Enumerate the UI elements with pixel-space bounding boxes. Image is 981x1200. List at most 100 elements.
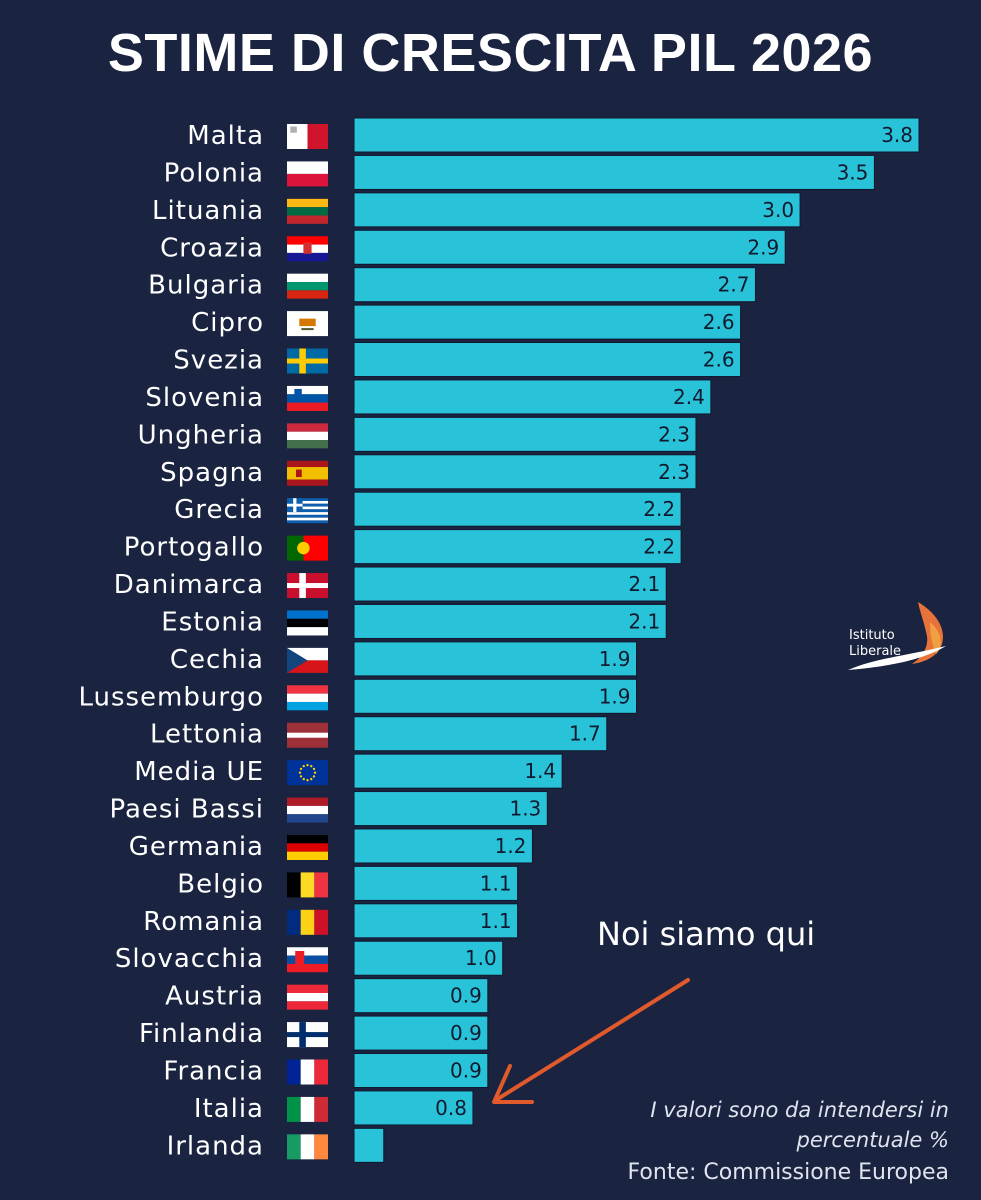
country-label: Lussemburgo [78,682,264,712]
portugal-flag [287,535,328,561]
luxembourg-flag [287,685,328,711]
bar [353,154,875,190]
footnote: I valori sono da intendersi in [650,1098,949,1122]
cyprus-flag [287,311,328,337]
value-label: 1.4 [524,759,556,783]
bar [353,379,712,415]
logo-text: Liberale [849,644,902,659]
france-flag [287,1059,328,1085]
value-label: 0.9 [450,1059,482,1083]
value-label: 3.8 [881,123,913,147]
value-label: 2.6 [703,348,735,372]
eu-flag [287,760,328,786]
bar [353,192,801,228]
country-label: Lettonia [150,720,264,750]
bar [353,678,637,714]
value-label: 2.4 [673,385,705,409]
country-label: Italia [194,1094,264,1124]
country-label: Malta [187,121,264,151]
bar [353,1090,474,1126]
value-label: 1.2 [495,834,527,858]
bar [353,267,756,303]
hungary-flag [287,423,328,449]
country-label: Estonia [161,607,264,637]
sweden-flag [287,348,328,374]
country-label: Lituania [152,196,264,226]
country-label: Croazia [160,233,264,263]
value-label: 2.1 [628,572,660,596]
phoenix-icon [848,602,946,670]
bar [353,229,786,265]
country-label: Grecia [174,495,264,525]
poland-flag [287,161,328,187]
logo-text: Istituto [849,628,895,643]
country-label: Paesi Bassi [109,795,264,825]
estonia-flag [287,610,328,636]
bar [353,978,489,1014]
bar [353,903,519,939]
romania-flag [287,909,328,935]
country-label: Bulgaria [148,271,264,301]
annotation-text: Noi siamo qui [597,915,816,953]
bar [353,716,608,752]
value-label: 1.9 [599,684,631,708]
country-label: Romania [143,907,264,937]
country-label: Irlanda [167,1131,264,1161]
country-label: Spagna [160,458,264,488]
bar [353,1053,489,1088]
latvia-flag [287,722,328,748]
bar [353,566,667,602]
denmark-flag [287,573,328,599]
country-label: Svezia [173,346,264,376]
bar [353,342,742,378]
malta-flag [287,124,328,149]
value-label: 2.3 [658,422,690,446]
country-label: Austria [165,982,264,1012]
bar [353,641,637,677]
bar [353,416,697,452]
value-label: 2.1 [628,609,660,633]
chart-title: STIME DI CRESCITA PIL 2026 [107,23,874,83]
slovenia-flag [287,385,328,411]
value-label: 0.9 [450,984,482,1008]
country-label: Ungheria [138,420,264,450]
value-label: 2.2 [643,535,675,559]
bar [353,1015,489,1051]
italy-flag [287,1096,328,1122]
country-label: Polonia [164,158,264,188]
footnote: percentuale % [796,1128,949,1152]
country-label: Germania [129,832,264,862]
belgium-flag [287,872,328,898]
value-label: 0.9 [450,1021,482,1045]
netherlands-flag [287,797,328,823]
value-label: 1.3 [509,797,541,821]
value-label: 1.0 [465,946,497,970]
bulgaria-flag [287,273,328,299]
value-label: 2.9 [747,235,779,259]
czechia-flag [287,647,328,673]
bar [353,117,920,153]
germany-flag [287,834,328,860]
value-label: 1.9 [599,647,631,671]
bar [353,1127,385,1163]
source-credit: Fonte: Commissione Europea [627,1160,949,1185]
country-label: Cechia [170,645,264,675]
country-label: Cipro [191,308,264,338]
value-label: 0.8 [435,1096,467,1120]
value-label: 3.5 [837,160,869,184]
bar [353,454,697,490]
bar [353,865,519,901]
value-label: 2.3 [658,460,690,484]
greece-flag [287,498,328,524]
value-label: 1.1 [480,909,512,933]
country-label: Francia [163,1057,264,1087]
ireland-flag [287,1134,328,1160]
finland-flag [287,1022,328,1048]
value-label: 1.7 [569,722,601,746]
bar [353,940,504,976]
country-label: Slovacchia [115,944,264,974]
bar [353,304,742,340]
value-label: 2.7 [718,273,750,297]
value-label: 3.0 [762,198,794,222]
